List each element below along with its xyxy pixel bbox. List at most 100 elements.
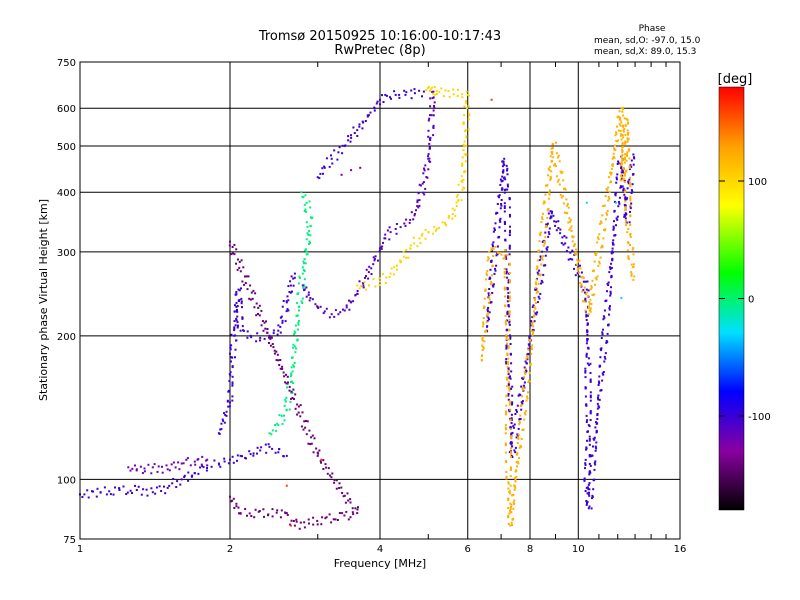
data-point xyxy=(621,158,624,161)
data-point xyxy=(118,487,121,490)
data-point xyxy=(272,332,275,335)
data-point xyxy=(289,524,292,527)
data-point xyxy=(620,155,623,158)
data-point xyxy=(229,352,231,355)
data-point xyxy=(161,465,163,468)
data-point xyxy=(432,114,435,117)
data-point xyxy=(505,362,508,365)
data-point xyxy=(290,397,292,400)
data-point xyxy=(518,457,520,460)
data-point xyxy=(354,507,357,510)
data-point xyxy=(626,231,629,234)
data-point xyxy=(557,220,560,223)
data-point xyxy=(626,140,629,143)
data-point xyxy=(306,225,309,228)
data-point xyxy=(288,408,291,411)
data-point xyxy=(510,451,512,454)
data-point xyxy=(193,472,196,474)
data-point xyxy=(317,307,320,309)
data-point xyxy=(462,122,465,125)
data-point xyxy=(257,510,260,513)
data-point xyxy=(555,220,558,223)
data-point xyxy=(519,418,522,420)
data-point xyxy=(598,398,601,401)
data-point xyxy=(487,257,490,260)
data-point xyxy=(157,465,160,468)
data-point xyxy=(488,298,491,301)
data-point xyxy=(285,382,288,385)
data-point xyxy=(372,263,375,266)
data-point xyxy=(504,221,506,224)
data-point xyxy=(231,252,234,255)
data-point xyxy=(374,285,377,288)
data-point xyxy=(230,356,233,359)
data-point xyxy=(544,236,547,239)
data-point xyxy=(444,224,447,227)
data-point xyxy=(504,443,507,446)
data-point xyxy=(605,212,608,215)
data-point xyxy=(507,482,510,485)
data-point xyxy=(537,282,540,285)
data-point xyxy=(548,191,551,194)
data-point xyxy=(231,365,234,368)
data-point xyxy=(529,346,532,349)
data-point xyxy=(525,399,528,402)
data-point xyxy=(507,514,510,517)
data-point xyxy=(468,112,471,115)
data-point xyxy=(496,253,499,256)
data-point xyxy=(303,521,306,524)
data-point xyxy=(569,257,572,260)
data-point xyxy=(285,310,288,313)
data-point xyxy=(509,469,512,471)
data-point xyxy=(485,272,488,275)
data-point xyxy=(373,259,376,262)
data-point xyxy=(596,407,599,410)
data-point xyxy=(341,152,344,155)
data-point xyxy=(511,431,514,434)
data-point xyxy=(424,237,427,240)
data-point xyxy=(418,199,421,202)
data-point xyxy=(632,163,635,166)
data-point xyxy=(275,429,278,432)
data-point xyxy=(539,231,542,234)
data-point xyxy=(237,506,240,509)
data-point xyxy=(586,339,589,342)
data-point xyxy=(517,433,520,436)
data-point xyxy=(587,289,590,292)
data-point xyxy=(323,166,326,169)
data-point xyxy=(172,477,175,480)
data-point xyxy=(589,394,592,397)
data-point xyxy=(581,276,584,279)
data-point xyxy=(504,295,506,298)
data-point xyxy=(513,423,516,426)
data-point xyxy=(504,428,507,431)
data-point xyxy=(235,302,238,304)
data-point xyxy=(503,223,506,225)
data-point xyxy=(199,466,202,469)
data-point xyxy=(632,278,635,281)
data-point xyxy=(385,94,388,97)
data-point xyxy=(508,319,511,321)
y-tick-label: 75 xyxy=(63,535,76,546)
data-point xyxy=(487,292,490,295)
data-point xyxy=(492,230,495,233)
data-point xyxy=(429,160,432,163)
y-tick-label: 200 xyxy=(57,332,76,343)
data-point xyxy=(457,88,459,91)
data-point xyxy=(304,426,307,429)
data-point xyxy=(95,495,98,498)
data-point xyxy=(552,156,555,159)
data-point xyxy=(614,234,617,236)
data-point xyxy=(590,286,593,289)
data-point xyxy=(580,276,583,279)
data-point xyxy=(545,225,548,228)
data-point xyxy=(507,369,510,372)
data-point xyxy=(363,281,366,284)
data-point xyxy=(271,508,274,511)
data-point xyxy=(421,233,424,235)
data-point xyxy=(556,156,559,159)
data-point xyxy=(593,269,595,272)
data-point xyxy=(610,286,612,289)
data-point xyxy=(429,88,432,91)
data-point xyxy=(548,233,551,235)
